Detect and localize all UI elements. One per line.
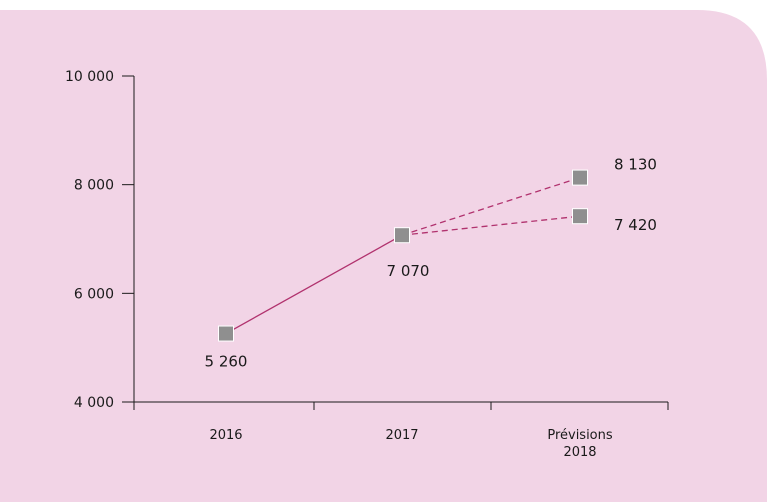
data-label: 7 420 [614, 216, 657, 234]
data-point [394, 227, 410, 244]
x-tick-label: 2017 [385, 428, 418, 443]
data-label: 8 130 [614, 156, 657, 174]
y-tick-label: 10 000 [65, 69, 114, 85]
x-tick-label: Prévisions 2018 [547, 428, 613, 460]
y-tick-label: 4 000 [74, 395, 114, 411]
x-tick-label: 2016 [209, 428, 242, 443]
y-tick-label: 6 000 [74, 286, 114, 302]
series-line-0 [225, 234, 403, 335]
data-label: 5 260 [205, 353, 248, 371]
data-point [572, 169, 588, 186]
data-point [572, 208, 588, 225]
series-line-1 [401, 176, 581, 236]
data-point [218, 325, 234, 342]
y-tick-label: 8 000 [74, 178, 114, 194]
labels-layer: 4 000 6 000 8 000 10 000 2016 2017 Prévisions 2… [65, 69, 657, 460]
axes [122, 75, 669, 410]
series-layer [218, 169, 588, 342]
chart-background [0, 10, 767, 502]
data-label: 7 070 [387, 262, 430, 280]
